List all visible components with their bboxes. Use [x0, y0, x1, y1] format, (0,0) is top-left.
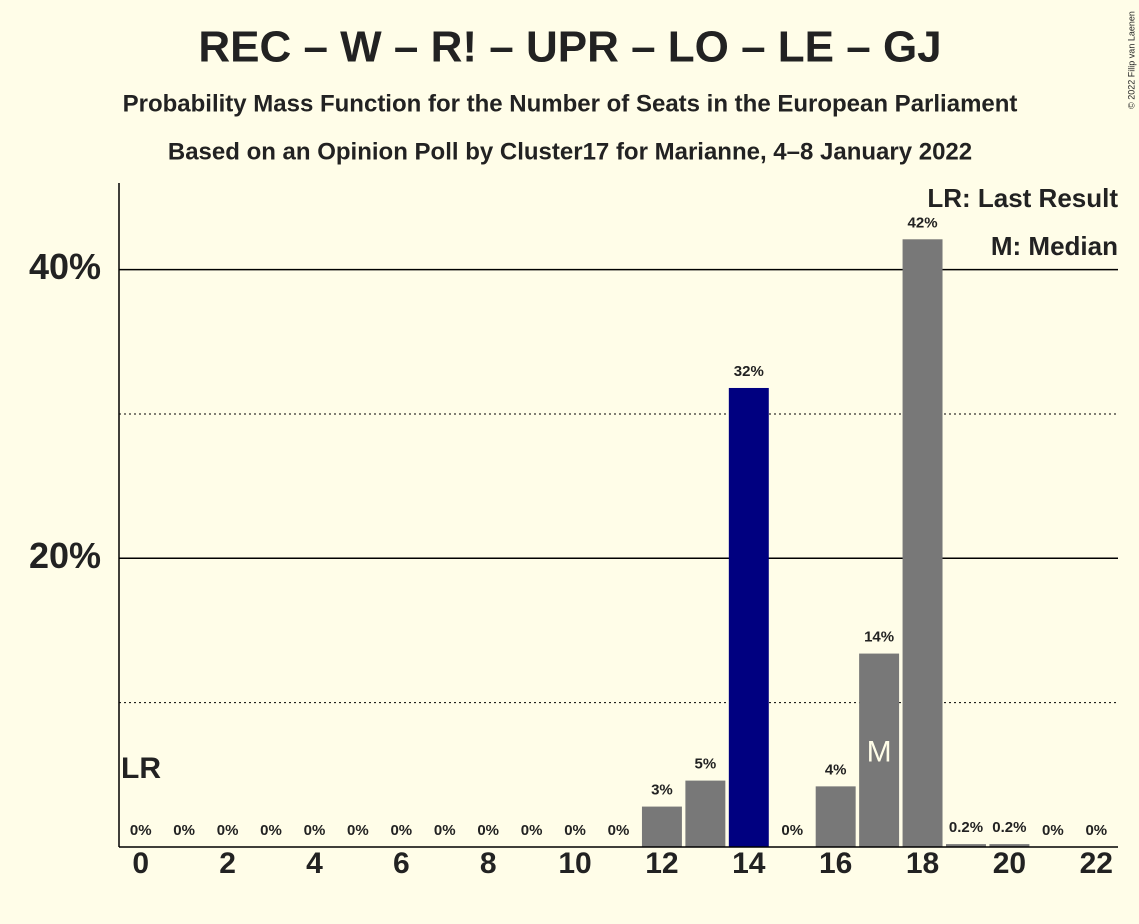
value-label: 0% [564, 822, 586, 839]
value-label: 4% [825, 761, 847, 778]
x-tick-label: 2 [219, 847, 236, 880]
value-label: 0.2% [949, 819, 983, 836]
x-tick-label: 6 [393, 847, 410, 880]
y-tick-label: 20% [29, 535, 101, 576]
value-label: 0% [434, 822, 456, 839]
annotation: M [867, 735, 892, 768]
x-tick-label: 12 [645, 847, 678, 880]
x-tick-label: 8 [480, 847, 497, 880]
value-label: 0% [477, 822, 499, 839]
bar [685, 780, 726, 847]
value-label: 0% [1085, 822, 1107, 839]
legend-background [930, 182, 1118, 218]
value-label: 0% [304, 822, 326, 839]
x-tick-label: 10 [558, 847, 591, 880]
legend-entry: M: Median [991, 231, 1118, 261]
value-label: 0% [260, 822, 282, 839]
bar [641, 806, 682, 847]
value-label: 0% [173, 822, 195, 839]
y-tick-label: 40% [29, 246, 101, 287]
value-label: 14% [864, 629, 894, 646]
x-tick-label: 16 [819, 847, 852, 880]
bar [859, 653, 900, 847]
value-label: 0% [130, 822, 152, 839]
chart-subtitle: Based on an Opinion Poll by Cluster17 fo… [168, 138, 972, 165]
value-label: 32% [734, 363, 764, 380]
value-label: 0% [390, 822, 412, 839]
value-label: 0% [781, 822, 803, 839]
value-label: 0% [217, 822, 239, 839]
copyright: © 2022 Filip van Laenen [1126, 11, 1136, 109]
bar [989, 844, 1030, 847]
x-tick-label: 0 [132, 847, 149, 880]
x-tick-label: 22 [1080, 847, 1113, 880]
legend-background [975, 230, 1118, 266]
x-tick-label: 18 [906, 847, 939, 880]
x-tick-label: 4 [306, 847, 323, 880]
bar [902, 239, 943, 847]
value-label: 0% [608, 822, 630, 839]
value-label: 42% [908, 214, 938, 231]
bar [728, 387, 769, 847]
value-label: 5% [695, 756, 717, 773]
value-label: 3% [651, 782, 673, 799]
bar [945, 844, 986, 847]
bar [815, 786, 856, 847]
value-label: 0% [347, 822, 369, 839]
legend-entry: LR: Last Result [927, 183, 1118, 213]
value-label: 0% [521, 822, 543, 839]
chart-title: REC – W – R! – UPR – LO – LE – GJ [198, 23, 941, 72]
value-label: 0% [1042, 822, 1064, 839]
x-tick-label: 20 [993, 847, 1026, 880]
annotation: LR [121, 752, 161, 785]
x-tick-label: 14 [732, 847, 766, 880]
value-label: 0.2% [992, 819, 1026, 836]
chart-subtitle: Probability Mass Function for the Number… [123, 90, 1018, 117]
